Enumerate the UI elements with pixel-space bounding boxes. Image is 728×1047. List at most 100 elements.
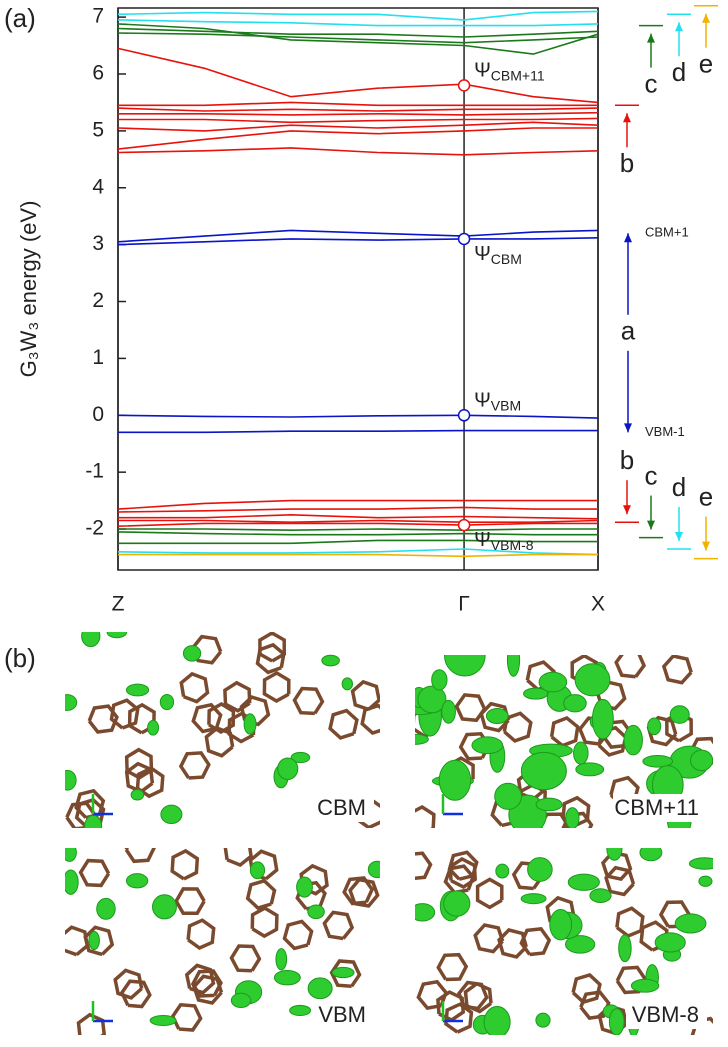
orbital-lobe <box>273 969 301 986</box>
arrow-head <box>702 541 710 551</box>
molecule-ring <box>190 969 223 998</box>
panel-label-bg <box>626 1001 707 1029</box>
y-tick-label: 2 <box>92 289 104 312</box>
gap-upper-label: CBM+1 <box>645 225 689 240</box>
band-line <box>117 107 599 112</box>
orbital-lobe <box>535 1012 551 1028</box>
orbital-lobe <box>182 645 202 662</box>
molecule-ring <box>170 848 200 881</box>
molecule-ring <box>436 952 469 982</box>
state-label: ΨVBM-8 <box>474 529 534 552</box>
molecule-ring <box>207 701 236 735</box>
molecule-ring <box>223 848 253 868</box>
molecule-ring <box>614 655 647 679</box>
level-label: d <box>672 472 686 502</box>
molecule-ring <box>448 856 477 890</box>
band-line <box>117 237 599 246</box>
arrow-head <box>623 113 631 123</box>
orbital-lobe <box>506 655 521 677</box>
orbital-lobe <box>441 699 456 724</box>
molecule-ring <box>328 708 359 740</box>
orbital-label: VBM <box>318 1002 366 1027</box>
arrow-head <box>675 22 683 32</box>
orbital-lobe <box>494 782 522 810</box>
molecule-ring <box>329 959 362 989</box>
orbital-lobe <box>125 683 150 697</box>
orbital-lobe <box>243 713 257 735</box>
orbital-lobe <box>130 789 145 801</box>
molecule-ring <box>348 877 380 908</box>
molecule-ring <box>191 702 223 734</box>
band-line <box>117 229 599 243</box>
orbital-lobe <box>415 903 436 922</box>
band-line <box>117 32 599 44</box>
orbital-lobe <box>575 762 605 777</box>
band-line <box>117 506 598 513</box>
band-line <box>118 111 599 116</box>
state-subscript: CBM+11 <box>491 67 545 83</box>
orbital-content <box>415 655 713 828</box>
molecule-ring <box>223 680 252 713</box>
orbital-lobe <box>84 814 103 828</box>
band-line <box>118 539 598 545</box>
level-label: e <box>699 481 713 511</box>
gap-lower-label: VBM-1 <box>645 424 685 439</box>
orbital-lobe <box>331 966 355 979</box>
orbital-lobe <box>688 857 713 870</box>
orbital-image: CBM+11 <box>415 655 713 828</box>
molecule-ring <box>601 850 633 882</box>
orbital-lobe <box>589 888 612 903</box>
level-label: d <box>672 57 686 87</box>
band-line <box>117 121 599 132</box>
panel-label: (a) <box>4 3 36 33</box>
orbital-lobe <box>290 751 311 764</box>
molecule-ring <box>87 704 119 734</box>
orbital-lobe <box>608 1008 625 1035</box>
orbital-lobe <box>549 908 573 941</box>
orbital-lobe <box>289 1004 312 1017</box>
band-line <box>118 429 598 434</box>
orbital-lobe <box>591 698 614 740</box>
orbital-lobe <box>630 978 660 993</box>
state-marker <box>457 79 471 92</box>
band-line <box>118 513 599 520</box>
band-line <box>117 10 599 21</box>
level-label: c <box>645 69 658 99</box>
band-line <box>118 117 599 124</box>
orbital-lobe <box>341 677 354 691</box>
orbital-lobe <box>443 890 471 917</box>
state-marker <box>457 409 471 422</box>
state-subscript: CBM <box>491 251 522 267</box>
arrow-head <box>675 531 683 541</box>
orbital-lobe <box>125 873 149 889</box>
molecule-ring <box>475 877 504 910</box>
molecule-ring <box>135 766 165 799</box>
band-line <box>118 553 598 558</box>
orbital-lobe <box>654 932 686 953</box>
y-tick-label: 4 <box>92 175 104 198</box>
orbital-lobe <box>417 685 447 714</box>
molecule-ring <box>454 693 487 723</box>
orbital-lobe <box>623 724 643 756</box>
molecule-ring <box>113 968 144 1000</box>
orbital-lobe <box>565 935 596 954</box>
level-label: c <box>645 460 658 490</box>
molecule-ring <box>444 1002 474 1034</box>
molecule-ring <box>170 1002 203 1032</box>
molecule-ring <box>415 851 433 880</box>
state-label: ΨVBM <box>474 390 521 413</box>
orbital-lobe <box>573 741 589 765</box>
y-tick-label: 5 <box>92 118 104 141</box>
arrow-head <box>624 233 632 243</box>
level-label: b <box>620 445 634 475</box>
orbital-lobe <box>159 693 175 711</box>
molecule-ring <box>229 944 262 973</box>
orbital-label: CBM+11 <box>614 795 699 820</box>
orbital-lobe <box>535 797 563 812</box>
molecule-ring <box>245 878 277 910</box>
molecule-ring <box>561 811 594 828</box>
orbital-lobe <box>698 875 713 887</box>
molecule-ring <box>184 963 216 995</box>
y-tick-label: 3 <box>92 232 104 255</box>
